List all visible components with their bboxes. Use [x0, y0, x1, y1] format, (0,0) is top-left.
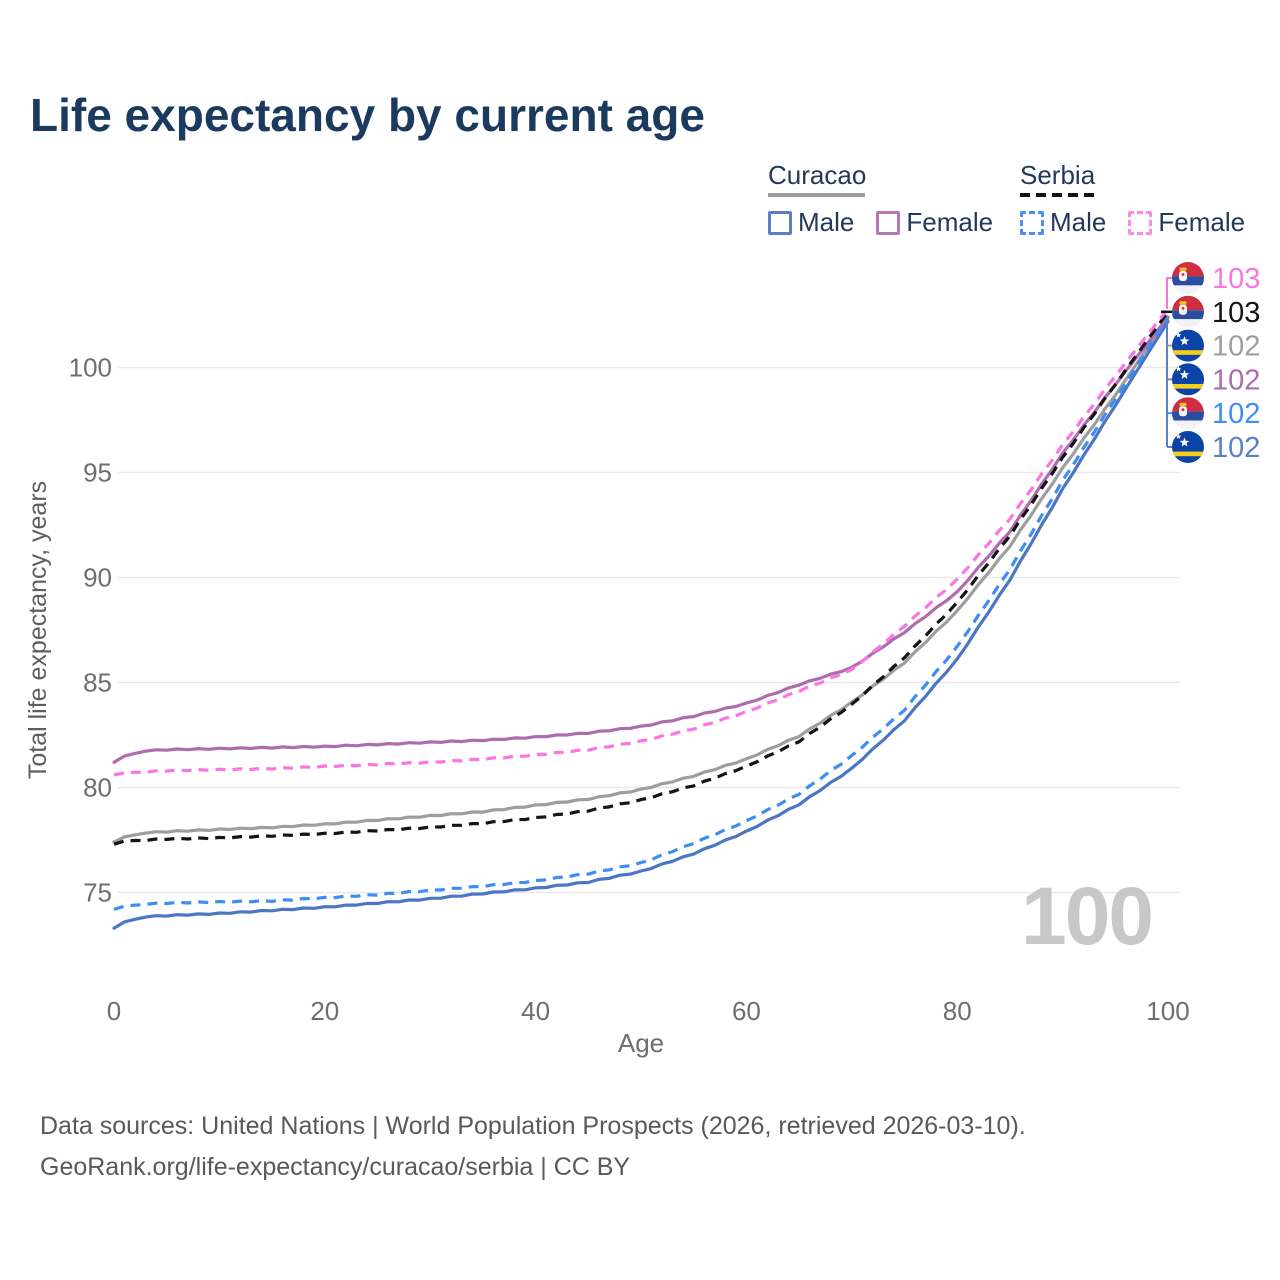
y-tick-label: 95	[83, 458, 112, 488]
x-tick-label: 20	[310, 996, 339, 1026]
legend-group-curacao-label: Curacao	[768, 160, 867, 190]
end-value-label: 103	[1212, 297, 1260, 329]
chart-title: Life expectancy by current age	[30, 89, 705, 141]
end-value-label: 102	[1212, 331, 1260, 363]
age-watermark: 100	[1021, 871, 1152, 962]
legend-group-curacao: Curacao Male Female	[768, 160, 1009, 238]
legend: Curacao Male Female Serbia Male	[0, 160, 1280, 250]
attribution-link[interactable]: GeoRank.org/life-expectancy/curacao/serb…	[40, 1153, 631, 1181]
y-tick-label: 100	[69, 353, 112, 383]
legend-group-serbia: Serbia Male Female	[1020, 160, 1261, 238]
serbia-line-style-swatch	[1020, 193, 1096, 197]
legend-item-label: Male	[798, 207, 855, 237]
series-line-serbia-total	[113, 310, 1170, 846]
x-tick-label: 100	[1146, 996, 1189, 1026]
data-source-line: Data sources: United Nations | World Pop…	[40, 1112, 1026, 1140]
x-tick-label: 60	[732, 996, 761, 1026]
series-line-curacao-male	[112, 319, 1170, 930]
y-tick-label: 90	[83, 563, 112, 593]
end-value-label: 103	[1212, 263, 1260, 295]
curacao-female-swatch	[876, 210, 901, 235]
legend-item-label: Male	[1050, 207, 1107, 237]
legend-item-curacao-female[interactable]: Female	[876, 207, 993, 238]
end-value-label: 102	[1212, 364, 1260, 396]
end-value-label: 102	[1212, 398, 1260, 430]
x-tick-label: 40	[521, 996, 550, 1026]
flag-icon-serbia	[1172, 262, 1204, 294]
flag-icon-curacao	[1172, 363, 1204, 396]
legend-item-label: Female	[906, 207, 994, 237]
series-line-serbia-male	[113, 316, 1170, 911]
series-line-serbia-female	[113, 307, 1170, 777]
x-tick-label: 80	[943, 996, 972, 1026]
end-value-label: 102	[1212, 432, 1260, 464]
y-tick-label: 85	[83, 668, 112, 698]
serbia-female-swatch	[1128, 210, 1153, 235]
legend-item-label: Female	[1158, 207, 1246, 237]
data-source-footer: Data sources: United Nations | World Pop…	[40, 1106, 1026, 1188]
legend-group-serbia-label: Serbia	[1020, 160, 1096, 190]
series-line-curacao-female	[112, 315, 1170, 764]
legend-item-serbia-male[interactable]: Male	[1020, 207, 1106, 238]
x-tick-label: 0	[107, 996, 121, 1026]
flag-icon-curacao	[1172, 431, 1204, 463]
leader-serbia-female	[1166, 277, 1172, 309]
legend-item-serbia-female[interactable]: Female	[1128, 207, 1245, 238]
flag-icon-serbia	[1172, 397, 1204, 430]
serbia-male-swatch	[1020, 210, 1044, 235]
y-tick-label: 80	[83, 773, 112, 803]
curacao-male-swatch	[768, 210, 792, 235]
legend-item-curacao-male[interactable]: Male	[768, 207, 854, 238]
series-line-curacao-total	[112, 316, 1170, 844]
flag-icon-curacao	[1172, 329, 1204, 362]
curacao-line-style-swatch	[768, 193, 865, 197]
x-axis-title: Age	[618, 1028, 664, 1058]
flag-icon-serbia	[1172, 295, 1204, 328]
y-tick-label: 75	[83, 878, 112, 908]
y-axis-title: Total life expectancy, years	[24, 481, 52, 779]
